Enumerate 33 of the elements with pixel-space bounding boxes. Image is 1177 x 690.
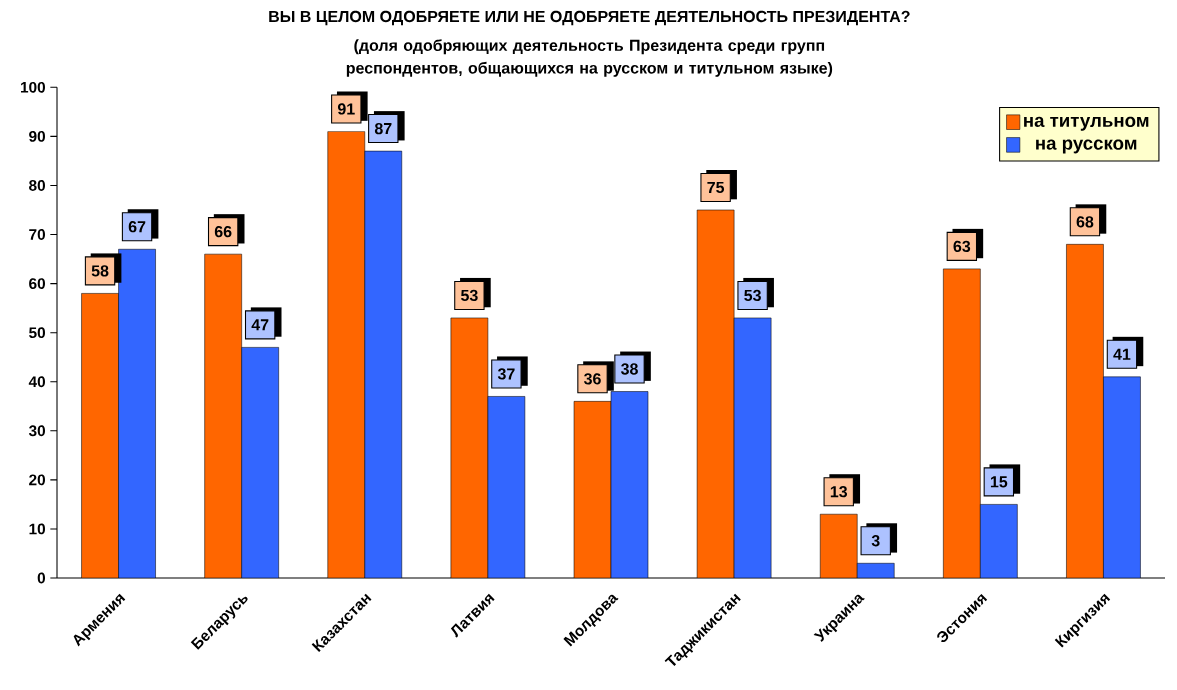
data-label: 36 [583,373,601,385]
data-label: 41 [1113,348,1131,360]
y-tick-label: 0 [37,572,45,584]
y-tick-label: 40 [28,376,45,388]
legend-label: на русском [1036,139,1137,154]
data-label: 53 [744,289,761,302]
data-label: 58 [91,265,109,277]
data-label: 47 [251,319,269,331]
chart-subtitle: (доля одобряющих деятельность Президента среди групп респондентов, общающихся на русском и титульном языке) [346,39,833,77]
chart-title: ВЫ В ЦЕЛОМ ОДОБРЯЕТЕ ИЛИ НЕ ОДОБРЯЕТЕ ДЕЯТЕЛЬНОСТЬ ПРЕЗИДЕНТА? [269,10,910,26]
data-label: 66 [214,225,232,238]
data-label: 38 [620,363,638,375]
y-tick-label: 30 [28,425,45,437]
y-tick-label: 60 [29,278,45,290]
data-label: 75 [707,181,725,194]
data-label: 63 [953,240,971,253]
data-label: 67 [128,221,146,233]
data-label: 91 [337,103,355,115]
y-tick-label: 70 [29,229,45,240]
data-label: 13 [830,486,848,498]
data-label: 53 [461,289,478,302]
y-tick-label: 90 [29,130,45,142]
legend-label: на титульном [1024,116,1149,131]
y-tick-label: 20 [29,474,45,486]
data-label: 68 [1076,216,1094,228]
y-tick-label: 10 [29,523,45,535]
data-label: 87 [374,122,392,135]
y-tick-label: 80 [29,180,45,191]
data-label: 3 [871,535,880,547]
y-tick-label: 50 [29,327,45,339]
data-label: 15 [990,476,1008,488]
y-tick-label: 100 [21,81,45,93]
data-label: 37 [497,368,515,380]
